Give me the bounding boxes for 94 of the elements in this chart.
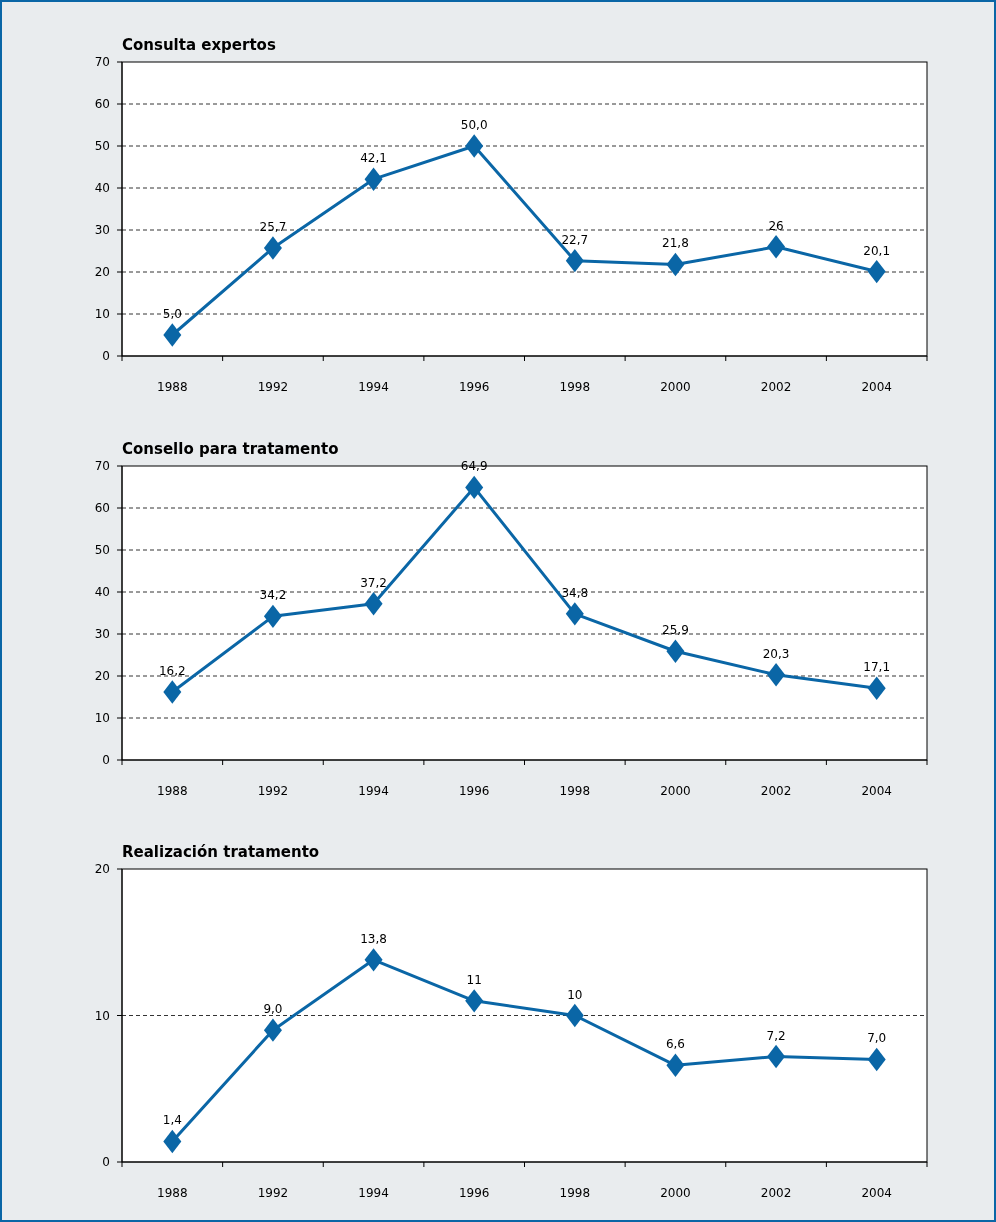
data-label: 5,0 [162,307,182,321]
x-tick-label: 1994 [358,1186,389,1200]
x-tick-label: 1998 [559,380,591,394]
data-label: 34,8 [561,585,589,600]
point [364,167,383,191]
y-tick-label: 20 [94,265,110,280]
x-tick-label: 2000 [660,784,691,798]
point [767,663,786,687]
y-tick-label: 70 [94,55,110,70]
data-label: 42,1 [360,151,387,166]
point [364,948,383,972]
point [263,1018,282,1042]
chart-title: Consulta expertos [122,36,276,54]
x-tick-label: 1994 [358,784,389,798]
y-tick-label: 10 [94,1008,110,1023]
data-label: 20,1 [863,243,891,258]
data-label: 7,2 [766,1028,786,1043]
data-label: 21,8 [662,236,689,251]
chart-title: Realización tratamento [122,843,320,861]
point [867,1047,886,1072]
x-tick-label: 1992 [257,380,289,394]
point [867,676,886,700]
point [565,602,584,626]
point [465,134,484,158]
data-label: 11 [466,972,482,987]
data-label: 9,0 [263,1002,283,1017]
data-label: 22,7 [561,232,589,247]
x-tick-label: 1988 [157,380,188,394]
y-tick-label: 40 [94,181,110,196]
data-label: 13,8 [360,931,387,946]
data-label: 37,2 [360,575,387,590]
x-tick-label: 1994 [358,380,389,394]
x-tick-label: 2004 [861,380,892,394]
point [565,1003,584,1028]
point [465,475,484,500]
point [163,323,182,347]
data-label: 20,3 [762,646,790,661]
point [163,680,182,704]
data-label: 50,0 [460,118,488,132]
data-label: 64,9 [460,459,488,474]
point [666,639,685,663]
data-label: 16,2 [158,663,186,678]
point [565,248,584,273]
x-tick-label: 2002 [760,380,792,394]
chart-title: Consello para tratamento [122,440,339,458]
y-tick-label: 70 [94,459,110,474]
y-tick-label: 0 [102,349,110,364]
x-tick-label: 2002 [760,1186,792,1200]
x-tick-label: 1992 [257,784,289,798]
y-tick-label: 20 [94,862,110,877]
data-label: 7,0 [867,1031,887,1046]
y-tick-label: 40 [94,585,110,600]
y-tick-label: 30 [94,627,110,642]
x-tick-label: 1988 [157,784,188,798]
data-label: 26 [768,218,784,233]
x-tick-label: 1996 [458,380,490,394]
y-tick-label: 50 [94,139,110,154]
y-tick-label: 60 [94,501,110,516]
point [263,604,282,629]
x-tick-label: 1998 [559,784,591,798]
x-tick-label: 1996 [458,784,490,798]
x-tick-label: 2000 [660,1186,691,1200]
y-tick-label: 30 [94,223,110,238]
y-tick-label: 60 [94,97,110,112]
x-tick-label: 2002 [760,784,792,798]
x-tick-label: 1992 [257,1186,289,1200]
data-label: 17,1 [863,660,891,675]
y-tick-label: 0 [102,1155,110,1170]
y-tick-label: 10 [94,711,110,726]
x-tick-label: 1998 [559,1186,591,1200]
point [465,989,484,1013]
point [867,259,886,284]
x-tick-label: 2004 [861,784,892,798]
data-label: 10 [567,987,583,1002]
point [364,592,383,616]
y-tick-label: 0 [102,753,110,768]
x-tick-label: 2004 [861,1186,892,1200]
y-tick-label: 50 [94,543,110,558]
x-tick-label: 2000 [660,380,691,394]
data-label: 6,6 [665,1037,685,1052]
data-label: 34,2 [259,588,287,603]
point [767,1044,786,1069]
data-label: 1,4 [162,1113,182,1128]
data-label: 25,9 [662,623,689,638]
y-tick-label: 20 [94,669,110,684]
data-label: 25,7 [259,220,287,235]
point [767,235,786,259]
x-tick-label: 1996 [458,1186,490,1200]
x-tick-label: 1988 [157,1186,188,1200]
point [163,1129,182,1154]
point [666,1053,685,1078]
point [263,236,282,260]
point [666,252,685,277]
y-tick-label: 10 [94,307,110,322]
